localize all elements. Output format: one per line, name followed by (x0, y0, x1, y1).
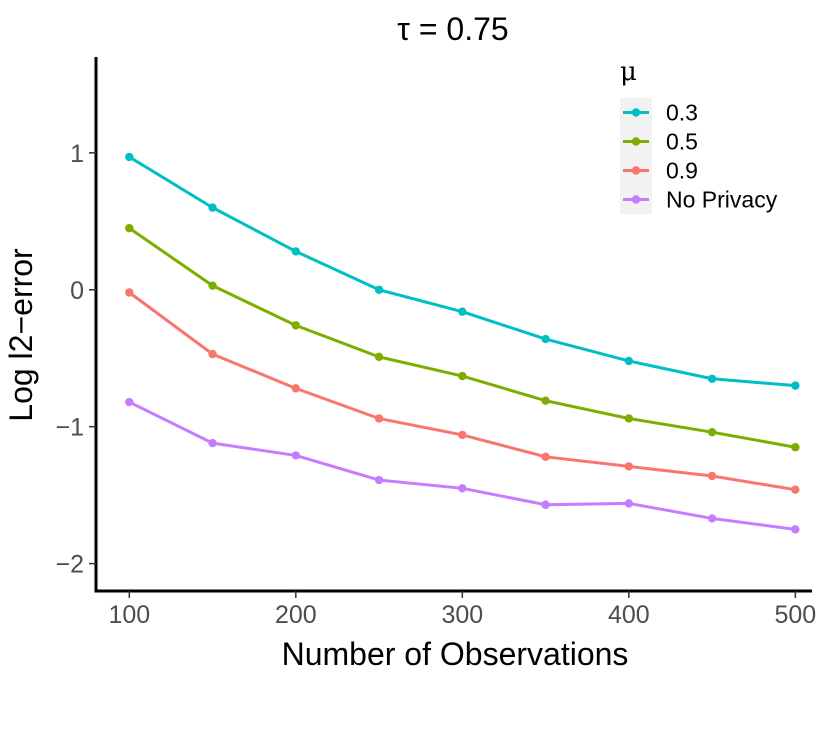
series-point-1 (541, 396, 550, 405)
legend-label: No Privacy (666, 187, 778, 213)
series-line-2 (127, 291, 797, 492)
series-point-0 (125, 152, 134, 162)
series-point-2 (208, 349, 217, 359)
series-point-2 (458, 430, 467, 440)
legend-key-point (631, 166, 641, 175)
y-tick-label: 0 (70, 277, 84, 305)
series-point-3 (624, 499, 634, 508)
x-tick-label: 200 (275, 601, 317, 629)
series-point-0 (374, 285, 384, 294)
x-axis-title: Number of Observations (282, 636, 629, 672)
y-tick-label: −2 (55, 551, 84, 579)
x-tick-label: 100 (108, 601, 150, 629)
legend-label: 0.9 (666, 158, 698, 184)
series-point-0 (291, 247, 301, 256)
series-point-1 (125, 223, 134, 233)
series-point-3 (125, 397, 134, 407)
series-point-3 (458, 484, 467, 493)
series-point-3 (374, 475, 384, 485)
series-point-2 (541, 452, 550, 462)
series-point-3 (791, 525, 800, 534)
chart-title: τ = 0.75 (397, 11, 508, 47)
legend-key-point (631, 108, 641, 117)
series-line-3 (127, 400, 797, 531)
series-point-1 (791, 443, 800, 452)
series-point-3 (208, 438, 217, 448)
series-point-2 (374, 414, 384, 423)
legend-label: 0.3 (666, 100, 698, 126)
series-point-1 (208, 281, 217, 290)
series-point-0 (791, 381, 800, 390)
y-axis-title: Log l2−error (3, 248, 39, 422)
series-point-0 (458, 307, 467, 316)
x-tick-label: 300 (441, 601, 483, 629)
series-point-2 (707, 471, 717, 481)
x-tick-label: 400 (608, 601, 650, 629)
series-point-0 (624, 356, 634, 366)
legend-title: μ (620, 57, 637, 87)
series-point-1 (707, 427, 717, 437)
series-point-1 (458, 371, 467, 381)
series-point-2 (791, 485, 800, 494)
legend-key-point (631, 137, 641, 146)
series-point-1 (624, 414, 634, 423)
series-point-0 (707, 374, 717, 383)
series-line-1 (127, 226, 797, 449)
y-tick-label: 1 (70, 140, 84, 168)
series-point-0 (541, 334, 550, 344)
y-tick-label: −1 (55, 414, 84, 442)
legend: μ 0.3 0.5 0.9 No Privacy (620, 57, 778, 214)
plot-area (125, 152, 800, 534)
series-point-2 (624, 462, 634, 471)
series-point-2 (125, 288, 134, 297)
series-point-3 (541, 500, 550, 509)
series-point-1 (374, 352, 384, 362)
legend-key-point (631, 195, 641, 204)
legend-label: 0.5 (666, 129, 698, 155)
axes: 100 200 300 400 500 1 0 −1 −2 (55, 57, 816, 629)
series-point-3 (707, 514, 717, 523)
legend-key-background (620, 98, 652, 214)
x-tick-label: 500 (774, 601, 816, 629)
series-point-0 (208, 203, 217, 212)
series-point-3 (291, 451, 301, 460)
series-point-2 (291, 384, 301, 393)
series-point-1 (291, 321, 301, 330)
